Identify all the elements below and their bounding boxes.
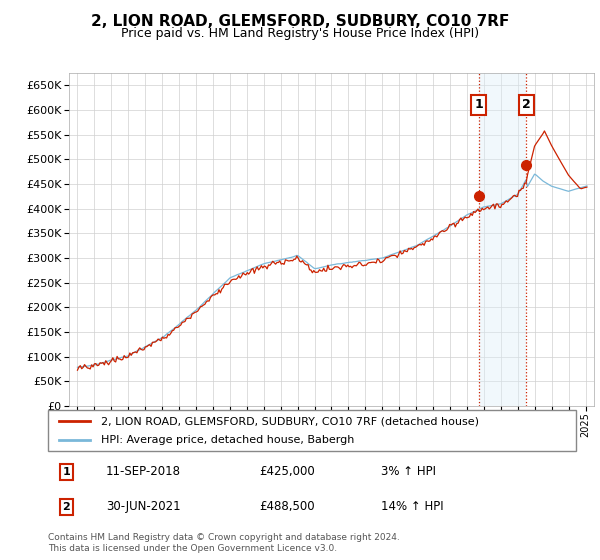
Text: 2: 2 [62, 502, 70, 512]
Text: 2, LION ROAD, GLEMSFORD, SUDBURY, CO10 7RF (detached house): 2, LION ROAD, GLEMSFORD, SUDBURY, CO10 7… [101, 417, 479, 426]
Bar [479, 73, 526, 406]
Text: 30-JUN-2021: 30-JUN-2021 [106, 500, 181, 514]
Text: £488,500: £488,500 [259, 500, 315, 514]
Text: 2: 2 [522, 99, 530, 111]
Text: 1: 1 [62, 467, 70, 477]
Text: Contains HM Land Registry data © Crown copyright and database right 2024.
This d: Contains HM Land Registry data © Crown c… [48, 533, 400, 553]
Text: Price paid vs. HM Land Registry's House Price Index (HPI): Price paid vs. HM Land Registry's House … [121, 27, 479, 40]
FancyBboxPatch shape [48, 410, 576, 451]
Text: 3% ↑ HPI: 3% ↑ HPI [380, 465, 436, 478]
Text: 14% ↑ HPI: 14% ↑ HPI [380, 500, 443, 514]
Text: 1: 1 [474, 99, 483, 111]
Text: 11-SEP-2018: 11-SEP-2018 [106, 465, 181, 478]
Text: 2, LION ROAD, GLEMSFORD, SUDBURY, CO10 7RF: 2, LION ROAD, GLEMSFORD, SUDBURY, CO10 7… [91, 14, 509, 29]
Text: HPI: Average price, detached house, Babergh: HPI: Average price, detached house, Babe… [101, 435, 354, 445]
Text: £425,000: £425,000 [259, 465, 315, 478]
